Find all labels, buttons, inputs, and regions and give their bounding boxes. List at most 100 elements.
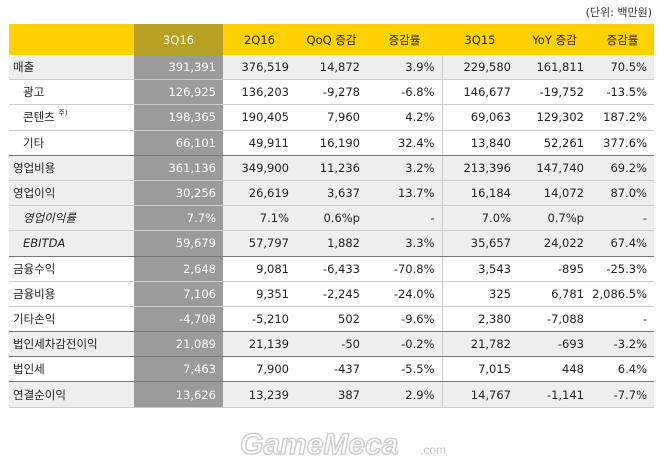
value-cell: 3.2% (367, 155, 442, 181)
value-cell: 7,960 (296, 104, 367, 131)
value-cell: -5.5% (367, 356, 442, 383)
value-cell: 126,925 (134, 79, 223, 106)
row-label: 기타 (9, 130, 134, 156)
table-row: 법인세 7,463 7,900 -437 -5.5% 7,015 448 6.4% (9, 356, 654, 383)
value-cell: 52,261 (518, 130, 591, 156)
value-cell: -4,708 (134, 306, 223, 333)
value-cell: 69,063 (441, 104, 518, 131)
value-cell: 147,740 (518, 155, 591, 181)
header-row: 3Q16 2Q16 QoQ 증감 증감률 3Q15 YoY 증감 증감률 (9, 24, 654, 55)
footnote-mark: 주) (58, 109, 68, 118)
value-cell: 14,767 (441, 381, 518, 408)
header-cell (9, 24, 134, 55)
row-label: 영업이익 (9, 180, 134, 207)
row-label: 연결순이익 (9, 381, 134, 408)
row-label: 매출 (9, 55, 134, 81)
table-row: 법인세차감전이익 21,089 21,139 -50 -0.2% 21,782 -693 -3… (9, 331, 654, 358)
value-cell: 0.6%p (296, 205, 367, 232)
row-label: EBITDA (9, 230, 134, 257)
value-cell: 7,463 (134, 356, 223, 383)
financial-table: 3Q16 2Q16 QoQ 증감 증감률 3Q15 YoY 증감 증감률 매출 3… (9, 24, 654, 408)
value-cell: 7,900 (223, 356, 296, 383)
value-cell: -9,278 (296, 79, 367, 106)
value-cell: -3.2% (591, 331, 654, 358)
table-row: EBITDA 59,679 57,797 1,882 3.3% 35,657 24,022 6… (9, 230, 654, 257)
watermark-suffix: .com (420, 443, 446, 457)
value-cell: 3.9% (367, 55, 442, 81)
header-cell: 증감률 (367, 24, 442, 55)
table-row: 금융수익 2,648 9,081 -6,433 -70.8% 3,543 -895 -25.3… (9, 256, 654, 282)
value-cell: 6.4% (591, 356, 654, 383)
value-cell: -2,245 (296, 281, 367, 307)
table-row: 영업비용 361,136 349,900 11,236 3.2% 213,396 147,7… (9, 155, 654, 181)
value-cell: 387 (296, 381, 367, 408)
unit-note: (단위: 백만원) (585, 6, 652, 19)
value-cell: -6.8% (367, 79, 442, 106)
table-row: 기타손익 -4,708 -5,210 502 -9.6% 2,380 -7,088- (9, 306, 654, 333)
value-cell: - (367, 205, 442, 232)
value-cell: 6,781 (518, 281, 591, 307)
table-row: 연결순이익 13,626 13,239 387 2.9% 14,767 -1,141 -7.7… (9, 381, 654, 408)
row-label: 법인세차감전이익 (9, 331, 134, 358)
value-cell: -5,210 (223, 306, 296, 333)
table-row: 금융비용 7,106 9,351 -2,245 -24.0% 325 6,781 2,086.… (9, 281, 654, 307)
value-cell: 9,351 (223, 281, 296, 307)
value-cell: 14,872 (296, 55, 367, 81)
value-cell: 9,081 (223, 256, 296, 282)
value-cell: -693 (518, 331, 591, 358)
value-cell: 136,203 (223, 79, 296, 106)
value-cell: 26,619 (223, 180, 296, 207)
value-cell: 129,302 (518, 104, 591, 131)
watermark-logo: GameMeca (240, 428, 398, 460)
value-cell: - (591, 306, 654, 333)
value-cell: 161,811 (518, 55, 591, 81)
value-cell: -24.0% (367, 281, 442, 307)
row-label: 광고 (9, 79, 134, 106)
value-cell: 2,380 (441, 306, 518, 333)
header-cell: 3Q15 (442, 24, 518, 55)
value-cell: -9.6% (367, 306, 442, 333)
value-cell: 59,679 (134, 230, 223, 257)
value-cell: 16,184 (441, 180, 518, 207)
value-cell: 229,580 (441, 55, 518, 81)
value-cell: -437 (296, 356, 367, 383)
gamemeca-watermark: GameMeca .com (240, 428, 446, 460)
value-cell: -895 (518, 256, 591, 282)
value-cell: 13,840 (441, 130, 518, 156)
value-cell: 69.2% (591, 155, 654, 181)
value-cell: 7.7% (134, 205, 223, 232)
value-cell: 70.5% (591, 55, 654, 81)
value-cell: 13,239 (223, 381, 296, 408)
value-cell: 32.4% (367, 130, 442, 156)
value-cell: 7.1% (223, 205, 296, 232)
value-cell: 14,072 (518, 180, 591, 207)
row-label: 기타손익 (9, 306, 134, 333)
row-label: 영업이익률 (9, 205, 134, 232)
value-cell: 21,089 (134, 331, 223, 358)
value-cell: 3,543 (441, 256, 518, 282)
value-cell: 2.9% (367, 381, 442, 408)
value-cell: 66,101 (134, 130, 223, 156)
value-cell: -7,088 (518, 306, 591, 333)
value-cell: -70.8% (367, 256, 442, 282)
value-cell: 13.7% (367, 180, 442, 207)
value-cell: 3,637 (296, 180, 367, 207)
table-row: 매출 391,391 376,519 14,872 3.9% 229,580 161,811… (9, 55, 654, 81)
value-cell: 11,236 (296, 155, 367, 181)
value-cell: -50 (296, 331, 367, 358)
row-label: 영업비용 (9, 155, 134, 181)
value-cell: 16,190 (296, 130, 367, 156)
value-cell: 361,136 (134, 155, 223, 181)
value-cell: 13,626 (134, 381, 223, 408)
value-cell: 21,139 (223, 331, 296, 358)
header-cell: 3Q16 (134, 24, 223, 55)
value-cell: 30,256 (134, 180, 223, 207)
table-row: 기타 66,101 49,911 16,190 32.4% 13,840 52,261 377… (9, 130, 654, 156)
value-cell: 0.7%p (518, 205, 591, 232)
value-cell: -1,141 (518, 381, 591, 408)
value-cell: 21,782 (441, 331, 518, 358)
value-cell: 213,396 (441, 155, 518, 181)
value-cell: -6,433 (296, 256, 367, 282)
value-cell: 7,015 (441, 356, 518, 383)
row-label: 법인세 (9, 356, 134, 383)
